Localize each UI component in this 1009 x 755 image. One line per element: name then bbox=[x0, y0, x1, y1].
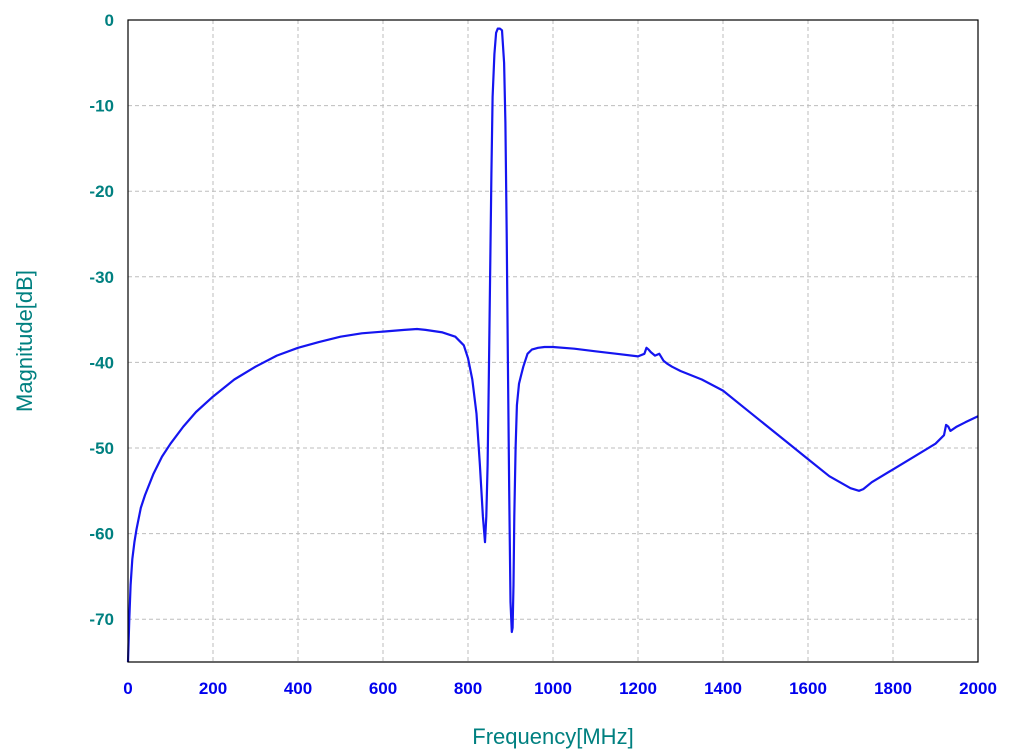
y-tick-label: -30 bbox=[89, 268, 114, 287]
x-tick-label: 800 bbox=[454, 679, 482, 698]
x-tick-label: 1800 bbox=[874, 679, 912, 698]
x-tick-label: 600 bbox=[369, 679, 397, 698]
y-tick-label: -60 bbox=[89, 525, 114, 544]
y-tick-label: -20 bbox=[89, 182, 114, 201]
x-tick-label: 2000 bbox=[959, 679, 997, 698]
x-tick-label: 1200 bbox=[619, 679, 657, 698]
y-tick-label: -10 bbox=[89, 97, 114, 116]
y-tick-label: -40 bbox=[89, 353, 114, 372]
y-tick-label: -70 bbox=[89, 610, 114, 629]
x-tick-label: 200 bbox=[199, 679, 227, 698]
x-tick-label: 0 bbox=[123, 679, 132, 698]
series-line bbox=[126, 27, 979, 663]
x-tick-labels: 0 200 400 600 800 1000 1200 1400 1600 1800 2000 bbox=[123, 679, 997, 698]
y-tick-label: -50 bbox=[89, 439, 114, 458]
grid-lines bbox=[128, 20, 978, 662]
x-tick-label: 400 bbox=[284, 679, 312, 698]
y-axis-title: Magnitude[dB] bbox=[12, 270, 37, 412]
x-tick-label: 1400 bbox=[704, 679, 742, 698]
x-tick-label: 1600 bbox=[789, 679, 827, 698]
y-tick-label: 0 bbox=[105, 11, 114, 30]
series-layer bbox=[126, 27, 979, 663]
y-tick-labels: 0 -10 -20 -30 -40 -50 -60 -70 bbox=[89, 11, 114, 629]
x-tick-label: 1000 bbox=[534, 679, 572, 698]
plot-frame bbox=[127, 19, 979, 663]
x-axis-title: Frequency[MHz] bbox=[472, 724, 633, 749]
